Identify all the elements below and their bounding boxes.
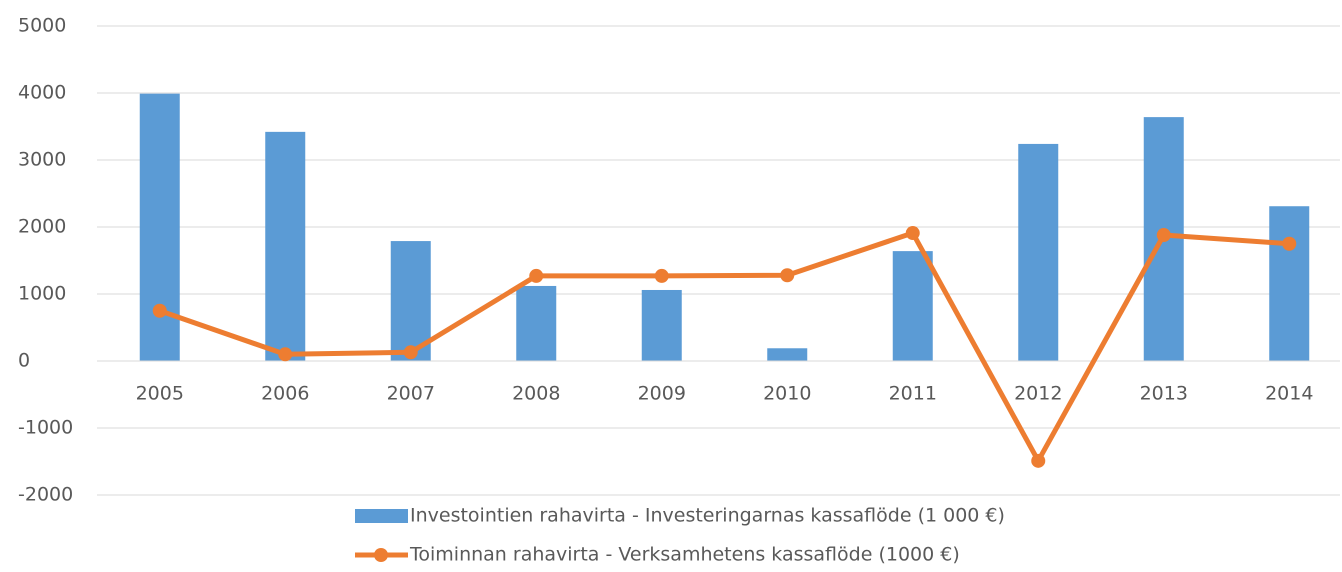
y-tick-label: -2000 xyxy=(18,484,73,506)
legend-swatch xyxy=(355,509,408,523)
x-tick-label: 2010 xyxy=(763,383,811,405)
x-tick-label: 2007 xyxy=(387,383,435,405)
bar xyxy=(892,251,933,361)
bar xyxy=(390,241,431,361)
bar xyxy=(1018,143,1059,361)
x-tick-label: 2006 xyxy=(261,383,309,405)
line-marker xyxy=(654,268,669,283)
legend-label: Toiminnan rahavirta - Verksamhetens kass… xyxy=(409,544,960,566)
line-marker xyxy=(403,345,418,360)
line-marker xyxy=(1031,453,1046,468)
x-tick-label: 2011 xyxy=(889,383,937,405)
legend-swatch xyxy=(374,548,388,562)
bar xyxy=(1269,206,1310,361)
y-tick-label: 5000 xyxy=(18,15,66,37)
y-tick-label: 3000 xyxy=(18,149,66,171)
bar xyxy=(516,285,557,361)
x-tick-label: 2008 xyxy=(512,383,560,405)
x-tick-label: 2013 xyxy=(1140,383,1188,405)
line xyxy=(158,230,1290,464)
bar xyxy=(641,289,682,361)
x-tick-label: 2009 xyxy=(638,383,686,405)
bar xyxy=(265,131,306,361)
x-tick-label: 2005 xyxy=(136,383,184,405)
line-marker xyxy=(780,268,795,283)
line-marker xyxy=(1282,236,1297,251)
x-tick-label: 2014 xyxy=(1265,383,1313,405)
x-tick-label: 2012 xyxy=(1014,383,1062,405)
line-marker xyxy=(529,268,544,283)
legend-label: Investointien rahavirta - Investeringarn… xyxy=(410,505,1005,527)
bar xyxy=(767,348,808,361)
line-marker xyxy=(905,226,920,241)
line-marker xyxy=(278,347,293,362)
line-marker xyxy=(152,303,167,318)
y-tick-label: 2000 xyxy=(18,216,66,238)
bar xyxy=(139,93,180,362)
y-tick-label: 1000 xyxy=(18,283,66,305)
y-tick-label: 0 xyxy=(18,350,30,372)
y-tick-label: -1000 xyxy=(18,417,73,439)
y-tick-label: 4000 xyxy=(18,82,66,104)
line-marker xyxy=(1156,228,1171,243)
